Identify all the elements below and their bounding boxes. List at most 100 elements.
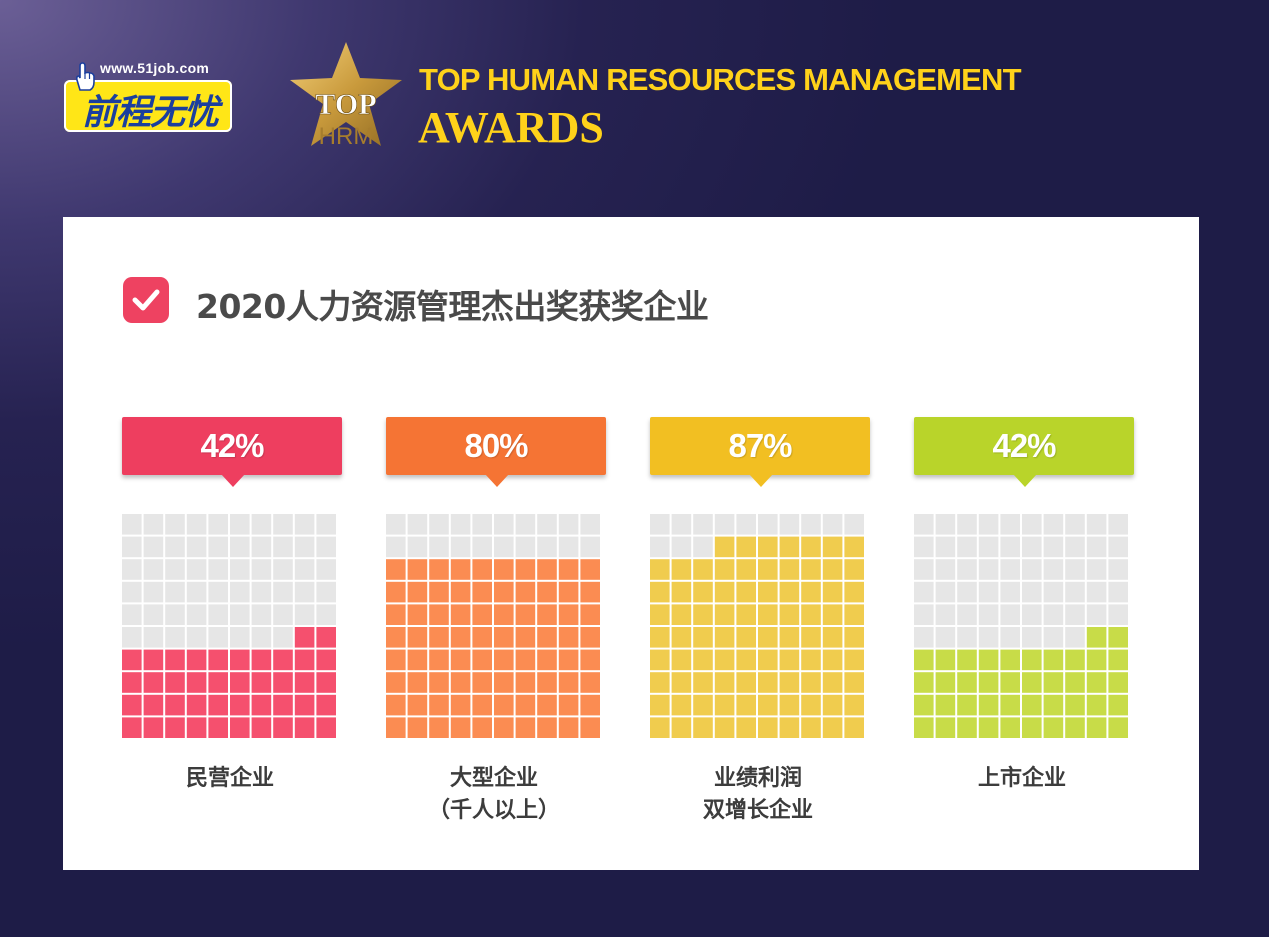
category-label-line: （千人以上） — [427, 798, 560, 823]
waffle-cell-filled — [714, 717, 735, 738]
waffle-cell-empty — [935, 627, 956, 648]
waffle-cell-filled — [515, 581, 536, 603]
waffle-cell-empty — [1000, 581, 1020, 603]
waffle-cell-empty — [1022, 604, 1042, 625]
waffle-cell-filled — [935, 649, 956, 671]
waffle-cell-filled — [1000, 649, 1020, 671]
waffle-cell-filled — [801, 649, 821, 671]
waffle-cell-filled — [822, 649, 843, 671]
waffle-cell-filled — [671, 649, 692, 671]
waffle-cell-empty — [1065, 536, 1085, 558]
waffle-cell-filled — [1108, 717, 1128, 738]
waffle-cell-empty — [1043, 581, 1064, 603]
waffle-cell-filled — [580, 649, 600, 671]
waffle-cell-empty — [294, 604, 315, 625]
value-label: 87% — [728, 427, 792, 464]
waffle-cell-empty — [957, 559, 977, 580]
waffle-cell-empty — [779, 514, 800, 535]
waffle-cell-empty — [1108, 604, 1128, 625]
waffle-cell-empty — [1086, 514, 1107, 535]
waffle-cell-filled — [779, 604, 800, 625]
waffle-cell-filled — [1086, 694, 1107, 716]
waffle-cell-empty — [273, 514, 293, 535]
waffle-cell-filled — [407, 672, 428, 693]
waffle-cell-empty — [273, 536, 293, 558]
waffle-cell-empty — [914, 604, 934, 625]
logo-url-text: www.51job.com — [100, 60, 210, 76]
waffle-cell-filled — [844, 559, 864, 580]
waffle-cell-filled — [407, 694, 428, 716]
waffle-cell-empty — [1000, 604, 1020, 625]
waffle-cell-filled — [822, 627, 843, 648]
waffle-cell-filled — [1086, 649, 1107, 671]
waffle-cell-filled — [779, 649, 800, 671]
waffle-cell-filled — [1022, 717, 1042, 738]
waffle-cell-filled — [671, 559, 692, 580]
waffle-cell-empty — [230, 581, 250, 603]
waffle-cell-filled — [472, 581, 492, 603]
waffle-cell-filled — [957, 672, 977, 693]
waffle-cell-empty — [1022, 514, 1042, 535]
waffle-cell-filled — [450, 604, 471, 625]
waffle-cell-filled — [186, 672, 207, 693]
waffle-cell-filled — [294, 672, 315, 693]
waffle-cell-filled — [316, 627, 336, 648]
waffle-cell-empty — [429, 536, 449, 558]
waffle-cell-filled — [844, 627, 864, 648]
waffle-cell-filled — [779, 627, 800, 648]
waffle-cell-empty — [494, 536, 514, 558]
waffle-cell-filled — [251, 694, 272, 716]
waffle-cell-filled — [1043, 694, 1064, 716]
waffle-cell-empty — [650, 536, 670, 558]
waffle-cell-filled — [914, 649, 934, 671]
waffle-cell-filled — [736, 627, 756, 648]
waffle-cell-empty — [714, 514, 735, 535]
waffle-cell-empty — [294, 581, 315, 603]
waffle-cell-empty — [186, 559, 207, 580]
waffle-cell-filled — [450, 649, 471, 671]
waffle-cell-filled — [758, 604, 778, 625]
waffle-cell-empty — [1043, 536, 1064, 558]
waffle-cell-empty — [186, 627, 207, 648]
waffle-cell-filled — [407, 649, 428, 671]
waffle-cell-empty — [1086, 559, 1107, 580]
waffle-cell-empty — [914, 536, 934, 558]
waffle-cell-empty — [957, 514, 977, 535]
waffle-cell-filled — [494, 559, 514, 580]
waffle-cell-filled — [1086, 717, 1107, 738]
waffle-cell-filled — [736, 717, 756, 738]
waffle-cell-filled — [537, 717, 557, 738]
waffle-cell-filled — [1000, 672, 1020, 693]
waffle-cell-filled — [801, 627, 821, 648]
waffle-cell-empty — [1000, 627, 1020, 648]
banner-pointer — [749, 474, 773, 487]
waffle-cell-filled — [558, 649, 579, 671]
chart-title: 2020人力资源管理杰出奖获奖企业 — [196, 287, 709, 326]
waffle-cell-filled — [580, 717, 600, 738]
waffle-cell-filled — [978, 649, 999, 671]
waffle-cell-filled — [822, 536, 843, 558]
waffle-cell-filled — [650, 672, 670, 693]
waffle-cell-empty — [935, 514, 956, 535]
waffle-cell-filled — [736, 604, 756, 625]
waffle-cell-filled — [429, 672, 449, 693]
waffle-cell-empty — [316, 559, 336, 580]
waffle-cell-filled — [801, 559, 821, 580]
waffle-cell-empty — [122, 604, 142, 625]
waffle-cell-filled — [251, 717, 272, 738]
waffle-cell-filled — [429, 604, 449, 625]
waffle-cell-filled — [1043, 672, 1064, 693]
waffle-cell-empty — [978, 604, 999, 625]
waffle-cell-empty — [165, 627, 185, 648]
waffle-column: 80% 大型企业 （千人以上） — [386, 417, 608, 823]
waffle-cell-filled — [714, 604, 735, 625]
waffle-cell-filled — [558, 694, 579, 716]
waffle-cell-empty — [273, 627, 293, 648]
category-label: 大型企业 （千人以上） — [386, 763, 602, 827]
waffle-cell-filled — [515, 717, 536, 738]
waffle-cell-filled — [758, 536, 778, 558]
waffle-cell-filled — [429, 717, 449, 738]
waffle-cell-empty — [957, 581, 977, 603]
waffle-cell-filled — [736, 559, 756, 580]
top-hrm-star-icon: TOP HRM — [290, 42, 402, 150]
